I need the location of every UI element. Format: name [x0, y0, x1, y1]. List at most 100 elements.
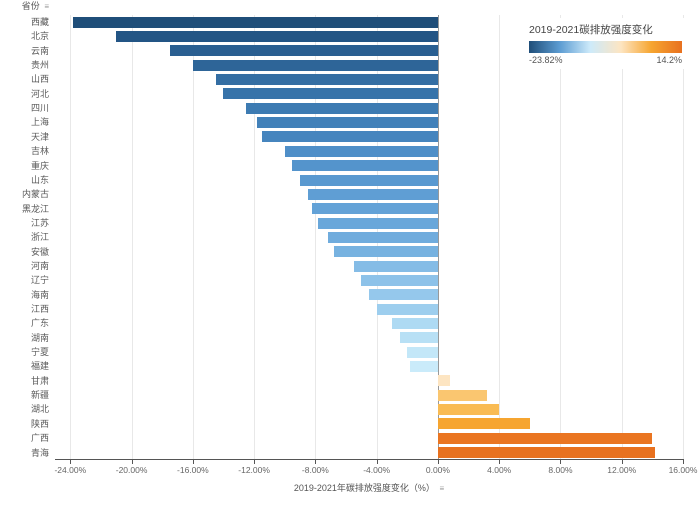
bar-row: 河北 — [55, 87, 683, 101]
bar[interactable] — [392, 318, 438, 329]
province-label: 河北 — [31, 87, 49, 101]
bar[interactable] — [438, 447, 656, 458]
bar-row: 山西 — [55, 72, 683, 86]
bar-row: 新疆 — [55, 388, 683, 402]
bar-row: 海南 — [55, 288, 683, 302]
bar[interactable] — [361, 275, 438, 286]
x-tick-label: 16.00% — [669, 465, 698, 475]
province-label: 内蒙古 — [22, 187, 49, 201]
province-label: 北京 — [31, 29, 49, 43]
x-tick-label: 0.00% — [426, 465, 450, 475]
x-axis-title-label: 2019-2021年碳排放强度变化（%） — [294, 483, 435, 493]
bar[interactable] — [400, 332, 438, 343]
province-label: 陕西 — [31, 417, 49, 431]
bar-row: 天津 — [55, 130, 683, 144]
bar-row: 福建 — [55, 359, 683, 373]
province-label: 广西 — [31, 431, 49, 445]
province-label: 河南 — [31, 259, 49, 273]
bar-row: 吉林 — [55, 144, 683, 158]
chart-container: 省份 ≡ -24.00%-20.00%-16.00%-12.00%-8.00%-… — [55, 15, 683, 460]
bar[interactable] — [262, 131, 438, 142]
color-legend: 2019-2021碳排放强度变化 -23.82% 14.2% — [523, 18, 688, 69]
bar[interactable] — [438, 404, 499, 415]
bar[interactable] — [308, 189, 438, 200]
bar[interactable] — [318, 218, 437, 229]
bar[interactable] — [193, 60, 438, 71]
bar-row: 四川 — [55, 101, 683, 115]
bar[interactable] — [285, 146, 438, 157]
legend-gradient — [529, 41, 682, 53]
bar[interactable] — [354, 261, 438, 272]
y-axis-header: 省份 ≡ — [22, 0, 49, 12]
province-label: 黑龙江 — [22, 202, 49, 216]
bar[interactable] — [292, 160, 438, 171]
x-tick-label: -8.00% — [302, 465, 329, 475]
bar-row: 江西 — [55, 302, 683, 316]
province-label: 山东 — [31, 173, 49, 187]
bar[interactable] — [369, 289, 438, 300]
province-label: 新疆 — [31, 388, 49, 402]
province-label: 重庆 — [31, 159, 49, 173]
bar-row: 上海 — [55, 115, 683, 129]
bar[interactable] — [73, 17, 438, 28]
bar-row: 陕西 — [55, 417, 683, 431]
bar-row: 甘肃 — [55, 374, 683, 388]
x-tick-label: 8.00% — [548, 465, 572, 475]
legend-min-label: -23.82% — [529, 55, 563, 65]
province-label: 湖南 — [31, 331, 49, 345]
province-label: 浙江 — [31, 230, 49, 244]
bar[interactable] — [300, 175, 438, 186]
bar-row: 辽宁 — [55, 273, 683, 287]
bar[interactable] — [257, 117, 438, 128]
x-tick-label: -12.00% — [238, 465, 270, 475]
bar[interactable] — [438, 418, 530, 429]
bar-row: 江苏 — [55, 216, 683, 230]
bar-row: 内蒙古 — [55, 187, 683, 201]
x-tick-label: 4.00% — [487, 465, 511, 475]
gridline — [683, 15, 684, 459]
x-tick-label: -24.00% — [54, 465, 86, 475]
bar[interactable] — [410, 361, 438, 372]
bar-row: 广西 — [55, 431, 683, 445]
bar[interactable] — [223, 88, 437, 99]
province-label: 上海 — [31, 115, 49, 129]
bar[interactable] — [407, 347, 438, 358]
bar[interactable] — [334, 246, 438, 257]
province-label: 山西 — [31, 72, 49, 86]
bar[interactable] — [438, 390, 487, 401]
province-label: 辽宁 — [31, 273, 49, 287]
bar[interactable] — [170, 45, 438, 56]
plot-area: -24.00%-20.00%-16.00%-12.00%-8.00%-4.00%… — [55, 15, 683, 460]
province-label: 青海 — [31, 446, 49, 460]
bar[interactable] — [438, 375, 450, 386]
bar-row: 重庆 — [55, 159, 683, 173]
x-tick-label: -4.00% — [363, 465, 390, 475]
bar-row: 山东 — [55, 173, 683, 187]
bar[interactable] — [328, 232, 438, 243]
province-label: 云南 — [31, 44, 49, 58]
x-tick-label: -16.00% — [177, 465, 209, 475]
province-label: 四川 — [31, 101, 49, 115]
bar-row: 河南 — [55, 259, 683, 273]
x-axis-title: 2019-2021年碳排放强度变化（%） ≡ — [294, 481, 444, 494]
province-label: 福建 — [31, 359, 49, 373]
bar-row: 广东 — [55, 316, 683, 330]
bar[interactable] — [377, 304, 438, 315]
x-tick — [683, 459, 684, 464]
bar[interactable] — [438, 433, 652, 444]
bar-row: 湖南 — [55, 331, 683, 345]
sort-icon[interactable]: ≡ — [439, 484, 444, 493]
province-label: 广东 — [31, 316, 49, 330]
bar-row: 湖北 — [55, 402, 683, 416]
bar[interactable] — [246, 103, 437, 114]
province-label: 海南 — [31, 288, 49, 302]
sort-icon[interactable]: ≡ — [44, 2, 49, 11]
province-label: 江苏 — [31, 216, 49, 230]
province-label: 西藏 — [31, 15, 49, 29]
province-label: 湖北 — [31, 402, 49, 416]
bar[interactable] — [216, 74, 438, 85]
bar[interactable] — [116, 31, 438, 42]
bar-row: 青海 — [55, 446, 683, 460]
province-label: 安徽 — [31, 245, 49, 259]
bar[interactable] — [312, 203, 438, 214]
